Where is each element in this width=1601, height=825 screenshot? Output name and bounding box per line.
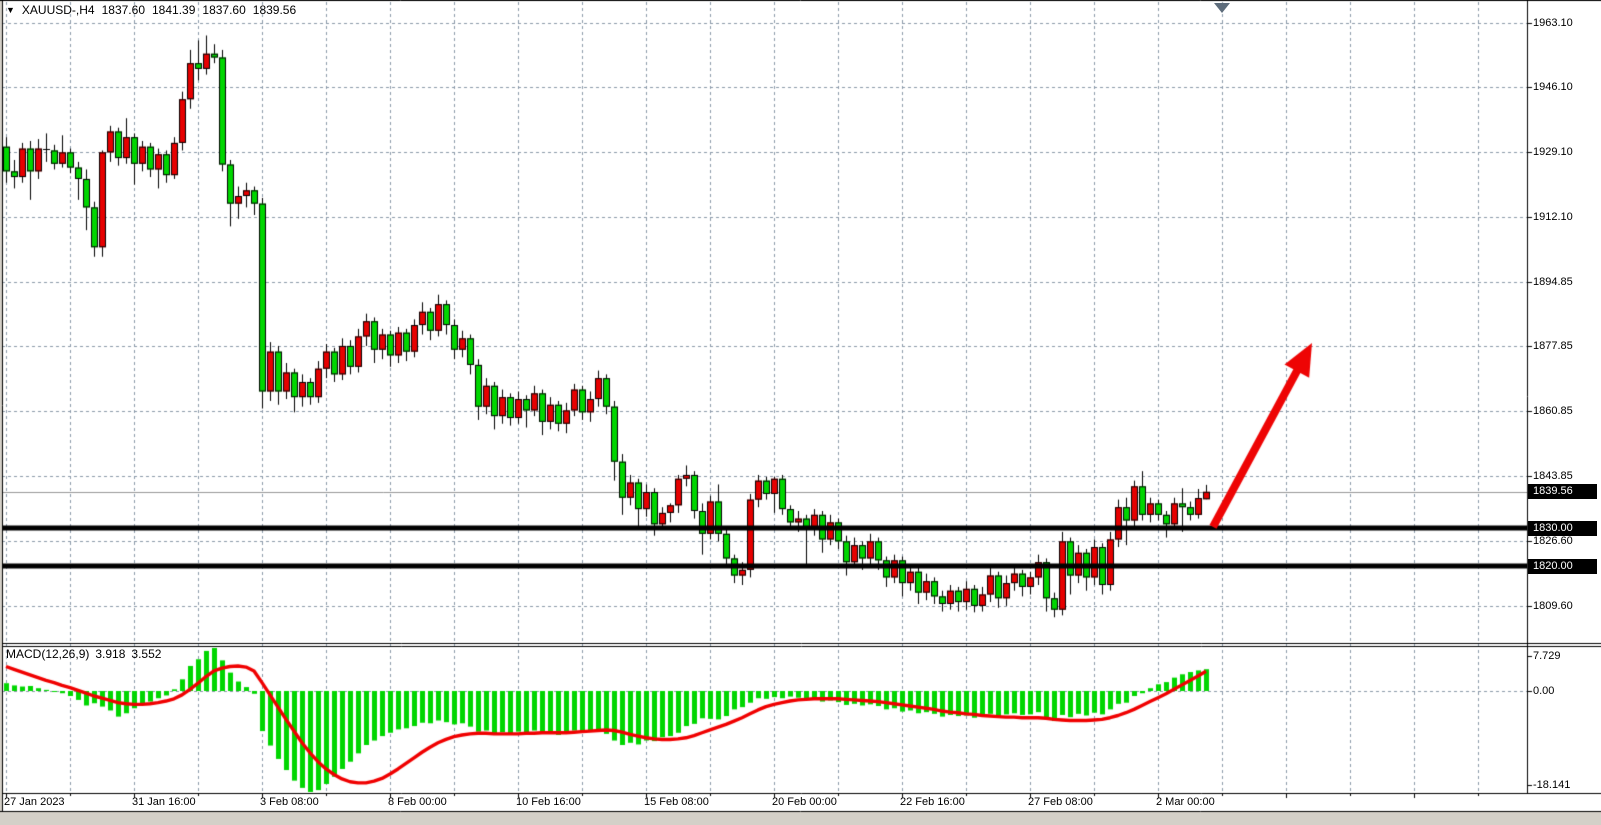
time-axis-label: 22 Feb 16:00: [900, 796, 965, 808]
level-price-tag: 1830.00: [1528, 520, 1597, 536]
ohlc-open-value: 1837.60: [101, 3, 145, 17]
price-axis-label: 1826.60: [1533, 534, 1573, 547]
time-axis-label: 15 Feb 08:00: [644, 796, 709, 808]
macd-axis-label: 7.729: [1533, 650, 1561, 662]
macd-name: MACD(12,26,9): [6, 647, 90, 661]
ohlc-close-value: 1839.56: [252, 3, 297, 17]
price-axis-label: 1963.10: [1533, 16, 1573, 29]
current-price-tag: 1839.56: [1528, 484, 1597, 500]
chart-ohlc-header: ▼ XAUUSD-,H4 1837.60 1841.39 1837.60 1839.56: [6, 3, 296, 17]
price-axis-label: 1946.10: [1533, 81, 1573, 94]
macd-signal-value: 3.552: [131, 647, 162, 661]
price-axis-label: 1860.85: [1533, 405, 1573, 417]
price-axis-label: 1843.85: [1533, 469, 1573, 482]
macd-axis-label: 0.00: [1533, 685, 1555, 697]
macd-indicator-label: MACD(12,26,9) 3.918 3.552: [6, 647, 161, 661]
chart-shift-marker-icon[interactable]: [1214, 3, 1230, 13]
level-price-tag: 1820.00: [1528, 558, 1597, 574]
price-axis-label: 1912.10: [1533, 210, 1573, 223]
symbol-dropdown-icon[interactable]: ▼: [6, 5, 15, 15]
ohlc-high-value: 1841.39: [152, 3, 196, 17]
time-axis-label: 10 Feb 16:00: [516, 796, 581, 808]
time-axis-label: 3 Feb 08:00: [260, 796, 319, 808]
time-axis-label: 27 Feb 08:00: [1028, 796, 1093, 808]
time-axis-label: 31 Jan 16:00: [132, 796, 196, 808]
symbol-period-label: XAUUSD-,H4: [21, 3, 95, 17]
price-axis-label: 1929.10: [1533, 146, 1573, 158]
time-axis-label: 8 Feb 00:00: [388, 796, 447, 808]
price-axis-label: 1894.85: [1533, 275, 1573, 288]
time-axis-label: 27 Jan 2023: [4, 796, 65, 808]
time-axis-label: 2 Mar 00:00: [1156, 796, 1215, 808]
ohlc-low-value: 1837.60: [202, 3, 246, 17]
macd-axis-label: -18.141: [1533, 779, 1571, 791]
price-axis-label: 1877.85: [1533, 340, 1573, 353]
time-axis-label: 20 Feb 00:00: [772, 796, 837, 808]
price-axis-label: 1809.60: [1533, 599, 1573, 612]
macd-main-value: 3.918: [95, 647, 126, 661]
